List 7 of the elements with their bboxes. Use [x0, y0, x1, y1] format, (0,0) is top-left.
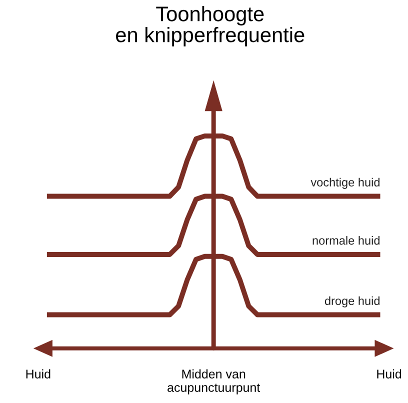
- x-tick-label: Midden van acupunctuurpunt: [168, 369, 260, 394]
- x-tick-label: Huid: [26, 369, 50, 378]
- series-label: normale huid: [312, 236, 380, 245]
- chart-title: Toonhoogte en knipperfrequentie: [116, 6, 304, 46]
- x-tick-label: Huid: [377, 369, 402, 378]
- series-label: droge huid: [324, 296, 380, 308]
- series-label: vochtige huid: [310, 178, 380, 189]
